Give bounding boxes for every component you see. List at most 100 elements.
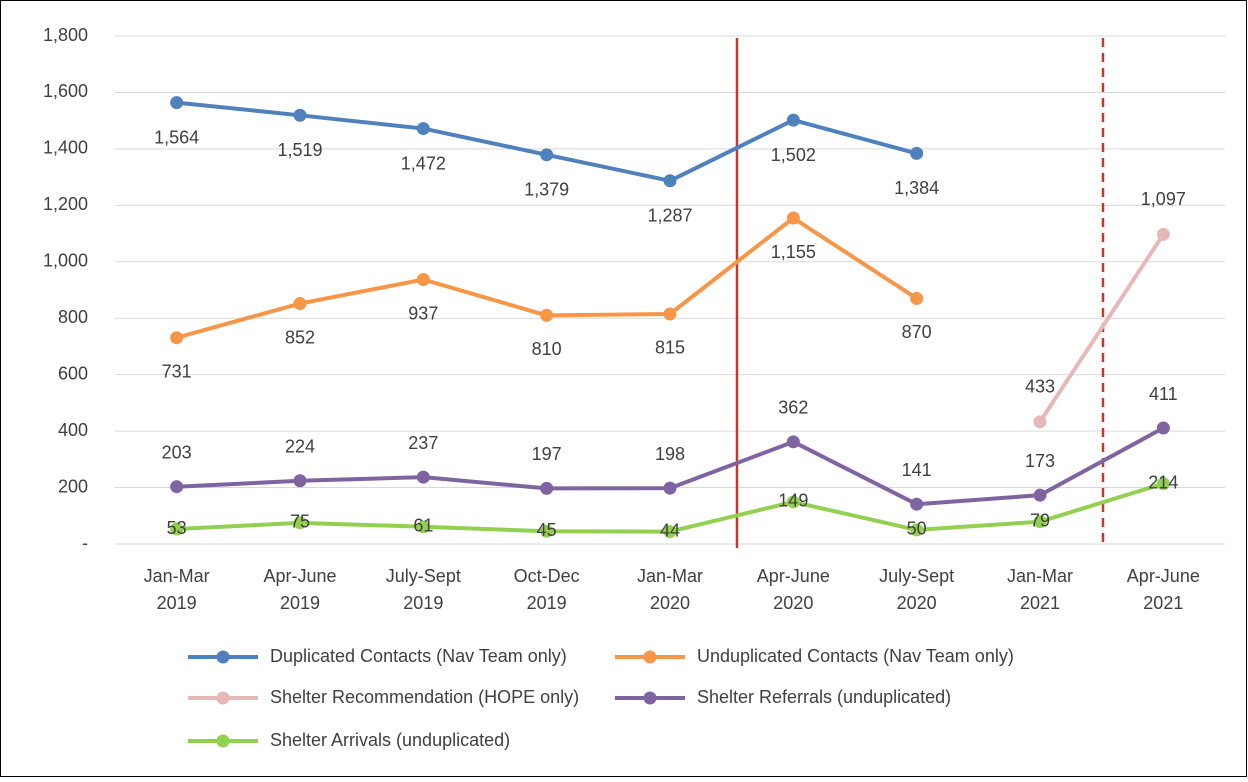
legend-marker bbox=[643, 691, 657, 705]
data-label: 141 bbox=[902, 460, 932, 480]
data-label: 203 bbox=[162, 442, 192, 462]
data-label: 1,379 bbox=[524, 180, 569, 200]
legend-label: Shelter Recommendation (HOPE only) bbox=[270, 687, 579, 707]
y-tick-label: 1,400 bbox=[43, 138, 88, 158]
legend-marker bbox=[643, 650, 657, 664]
data-label: 173 bbox=[1025, 451, 1055, 471]
grid bbox=[115, 35, 1225, 545]
x-tick-label: July-Sept bbox=[386, 566, 461, 586]
data-point bbox=[786, 113, 800, 127]
data-point bbox=[1156, 477, 1170, 491]
data-point bbox=[786, 435, 800, 449]
y-tick-label: 400 bbox=[58, 420, 88, 440]
data-label: 1,097 bbox=[1141, 189, 1186, 209]
y-tick-label: 200 bbox=[58, 476, 88, 496]
data-point bbox=[293, 297, 307, 311]
data-label: 870 bbox=[902, 322, 932, 342]
data-point bbox=[293, 474, 307, 488]
data-label: 362 bbox=[778, 398, 808, 418]
y-tick-label: 1,200 bbox=[43, 194, 88, 214]
y-tick-label: 800 bbox=[58, 307, 88, 327]
data-label: 44 bbox=[660, 520, 680, 540]
data-point bbox=[663, 174, 677, 188]
data-point bbox=[910, 523, 924, 537]
data-point bbox=[170, 96, 184, 110]
y-tick-label: - bbox=[82, 533, 88, 553]
y-tick-label: 1,000 bbox=[43, 251, 88, 271]
data-point bbox=[910, 146, 924, 160]
x-tick-label: Apr-June bbox=[757, 566, 830, 586]
x-tick-label: 2019 bbox=[157, 593, 197, 613]
data-label: 937 bbox=[408, 303, 438, 323]
data-label: 1,502 bbox=[771, 145, 816, 165]
data-point bbox=[1033, 415, 1047, 429]
data-point bbox=[540, 481, 554, 495]
data-point bbox=[1033, 515, 1047, 529]
data-point bbox=[540, 308, 554, 322]
data-label: 815 bbox=[655, 338, 685, 358]
data-label: 79 bbox=[1030, 510, 1050, 530]
data-label: 61 bbox=[413, 516, 433, 536]
data-label: 214 bbox=[1148, 472, 1178, 492]
x-tick-label: 2019 bbox=[280, 593, 320, 613]
data-point bbox=[1156, 421, 1170, 435]
data-point bbox=[786, 495, 800, 509]
data-label: 237 bbox=[408, 433, 438, 453]
x-tick-label: Oct-Dec bbox=[514, 566, 580, 586]
data-label: 852 bbox=[285, 327, 315, 347]
data-label: 1,155 bbox=[771, 242, 816, 262]
x-tick-label: 2021 bbox=[1143, 593, 1183, 613]
x-tick-label: Jan-Mar bbox=[637, 566, 703, 586]
data-label: 810 bbox=[532, 339, 562, 359]
legend-label: Unduplicated Contacts (Nav Team only) bbox=[697, 646, 1014, 666]
data-point bbox=[416, 273, 430, 287]
data-point bbox=[416, 470, 430, 484]
data-label: 433 bbox=[1025, 377, 1055, 397]
data-point bbox=[663, 481, 677, 495]
y-tick-label: 1,800 bbox=[43, 25, 88, 45]
x-tick-label: Apr-June bbox=[263, 566, 336, 586]
data-label: 411 bbox=[1149, 384, 1178, 404]
legend-marker bbox=[216, 650, 230, 664]
legend-marker bbox=[216, 734, 230, 748]
legend-label: Duplicated Contacts (Nav Team only) bbox=[270, 646, 567, 666]
x-tick-label: 2019 bbox=[527, 593, 567, 613]
x-tick-label: Jan-Mar bbox=[1007, 566, 1073, 586]
data-label: 731 bbox=[162, 361, 192, 381]
data-point bbox=[1156, 227, 1170, 241]
x-tick-label: July-Sept bbox=[879, 566, 954, 586]
x-tick-label: 2019 bbox=[403, 593, 443, 613]
data-label: 1,564 bbox=[154, 127, 199, 147]
data-point bbox=[293, 108, 307, 122]
data-label: 198 bbox=[655, 444, 685, 464]
y-tick-label: 600 bbox=[58, 363, 88, 383]
data-label: 197 bbox=[532, 444, 562, 464]
data-point bbox=[293, 516, 307, 530]
data-point bbox=[540, 524, 554, 538]
x-tick-label: 2021 bbox=[1020, 593, 1060, 613]
data-label: 1,287 bbox=[647, 206, 692, 226]
x-tick-label: 2020 bbox=[650, 593, 690, 613]
data-label: 75 bbox=[290, 512, 310, 532]
x-tick-label: Jan-Mar bbox=[144, 566, 210, 586]
data-label: 50 bbox=[907, 519, 927, 539]
data-point bbox=[910, 497, 924, 511]
legend-label: Shelter Arrivals (unduplicated) bbox=[270, 730, 510, 750]
data-point bbox=[910, 291, 924, 305]
x-tick-label: 2020 bbox=[897, 593, 937, 613]
data-label: 149 bbox=[778, 491, 808, 511]
data-point bbox=[786, 211, 800, 225]
data-point bbox=[663, 307, 677, 321]
data-point bbox=[540, 148, 554, 162]
data-point bbox=[170, 331, 184, 345]
x-tick-label: Apr-June bbox=[1127, 566, 1200, 586]
data-label: 45 bbox=[537, 520, 557, 540]
data-point bbox=[416, 122, 430, 136]
data-label: 1,472 bbox=[401, 153, 446, 173]
data-label: 224 bbox=[285, 437, 315, 457]
x-tick-label: 2020 bbox=[773, 593, 813, 613]
data-label: 1,384 bbox=[894, 178, 939, 198]
